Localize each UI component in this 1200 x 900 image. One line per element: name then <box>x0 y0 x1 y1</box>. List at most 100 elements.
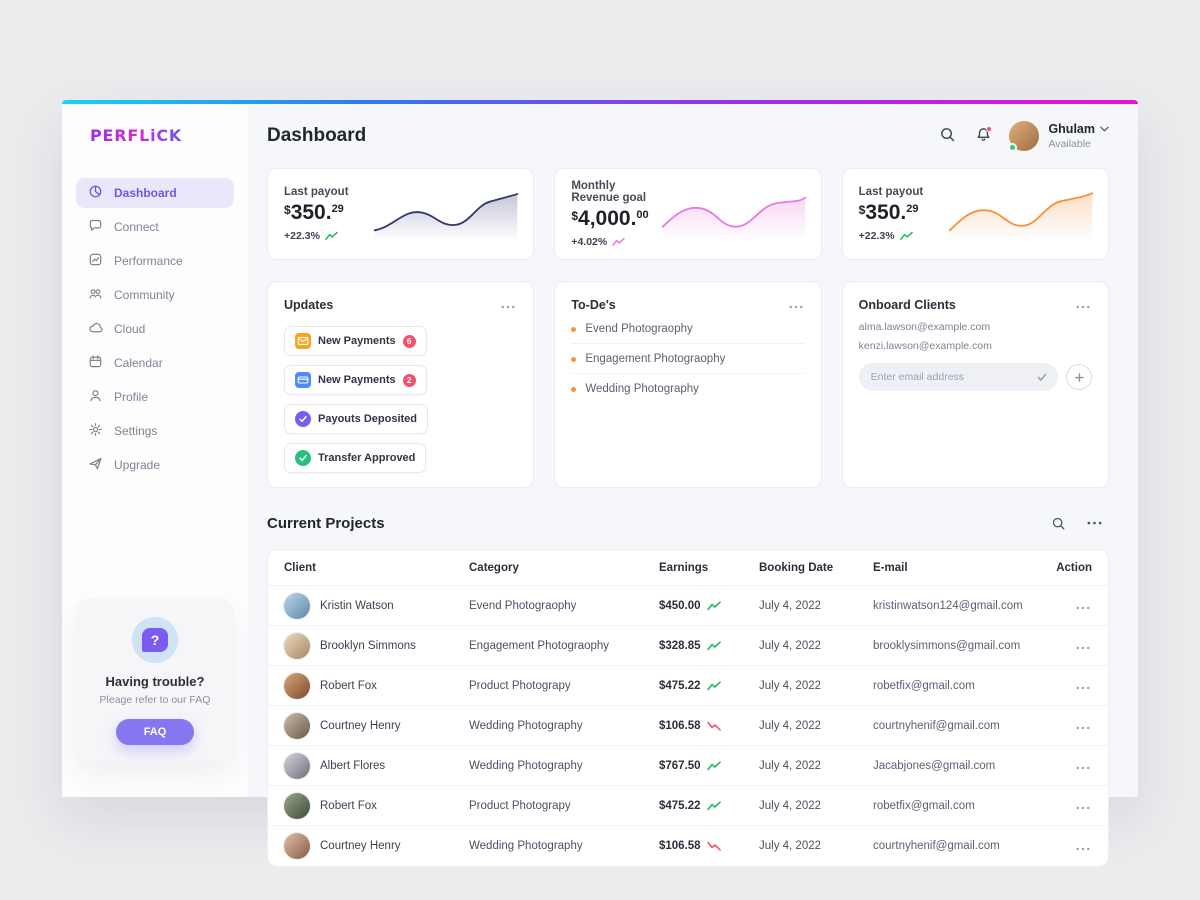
todo-item: Wedding Photography <box>571 374 804 403</box>
row-actions-button[interactable] <box>1074 796 1092 815</box>
avatar <box>284 792 310 819</box>
stat-label: Monthly Revenue goal <box>571 180 647 204</box>
help-subtitle: Pleage refer to our FAQ <box>99 694 211 706</box>
todos-title: To-De's <box>571 297 616 312</box>
chevron-down-icon <box>1100 126 1109 132</box>
search-button[interactable] <box>937 126 957 146</box>
trend-icon <box>707 801 721 811</box>
onboard-menu-button[interactable] <box>1074 295 1092 314</box>
row-actions-button[interactable] <box>1074 716 1092 735</box>
user-status: Available <box>1048 138 1091 150</box>
user-menu[interactable]: Ghulam Available <box>1008 121 1109 152</box>
seal-check-icon <box>295 411 311 427</box>
stat-delta: +22.3% <box>859 230 924 242</box>
sidebar-item-community[interactable]: Community <box>76 280 234 310</box>
main-header: Dashboard Ghulam Available <box>267 104 1109 168</box>
table-row: Courtney Henry Wedding Photography $106.… <box>268 826 1108 866</box>
cloud-icon <box>88 320 103 338</box>
projects-header: Current Projects <box>267 510 1107 536</box>
projects-menu-button[interactable] <box>1081 510 1107 536</box>
stat-delta: +4.02% <box>571 236 658 248</box>
row-actions-button[interactable] <box>1074 756 1092 775</box>
row-actions-button[interactable] <box>1074 676 1092 695</box>
sidebar-item-cloud[interactable]: Cloud <box>76 314 234 344</box>
check-circle-icon <box>295 450 311 466</box>
avatar <box>284 672 310 699</box>
stat-card-last-payout-2: Last payout $350.29 +22.3% <box>841 168 1109 260</box>
stat-label: Last payout <box>284 186 349 198</box>
table-row: Courtney Henry Wedding Photography $106.… <box>268 706 1108 746</box>
credit-card-icon <box>295 372 311 388</box>
online-status-dot <box>1008 143 1018 152</box>
sidebar-item-dashboard[interactable]: Dashboard <box>76 178 234 208</box>
row-actions-button[interactable] <box>1074 636 1092 655</box>
sidebar-item-connect[interactable]: Connect <box>76 212 234 242</box>
row-actions-button[interactable] <box>1074 837 1092 856</box>
faq-button[interactable]: FAQ <box>116 719 194 745</box>
chip-new-payments-card[interactable]: New Payments 2 <box>284 365 427 395</box>
sidebar-item-profile[interactable]: Profile <box>76 382 234 412</box>
sparkline-chart <box>661 196 806 242</box>
sidebar-item-upgrade[interactable]: Upgrade <box>76 450 234 480</box>
sparkline-chart <box>948 192 1094 242</box>
updates-card: Updates New Payments 6 New Payments 2 Payo… <box>267 281 535 488</box>
sidebar-item-calendar[interactable]: Calendar <box>76 348 234 378</box>
plus-icon <box>1074 372 1085 383</box>
ellipsis-icon <box>1087 521 1102 525</box>
chip-transfer-approved[interactable]: Transfer Approved <box>284 443 427 473</box>
avatar <box>1008 121 1040 152</box>
sidebar-item-label: Settings <box>114 424 158 438</box>
todo-item: Engagement Photograophy <box>571 344 805 374</box>
projects-search-button[interactable] <box>1045 510 1071 536</box>
trend-up-icon <box>325 231 338 241</box>
stat-cards-row: Last payout $350.29 +22.3% Monthly Reven… <box>267 168 1109 260</box>
confirm-email-button[interactable] <box>1034 369 1050 385</box>
chat-icon <box>88 218 103 236</box>
bullet-dot <box>571 386 577 392</box>
table-header-row: Client Category Earnings Booking Date E-… <box>268 550 1108 586</box>
trend-icon <box>707 841 721 851</box>
todos-menu-button[interactable] <box>787 295 805 314</box>
chart-icon <box>88 252 103 270</box>
trend-icon <box>707 681 721 691</box>
notifications-button[interactable] <box>973 126 993 146</box>
trend-icon <box>707 721 721 731</box>
todo-item: Evend Photograophy <box>571 314 805 344</box>
add-client-button[interactable] <box>1066 364 1092 390</box>
help-title: Having trouble? <box>105 674 205 689</box>
stat-value: $4,000.00 <box>571 207 649 230</box>
dashboard-icon <box>88 184 103 202</box>
updates-menu-button[interactable] <box>499 295 517 314</box>
sidebar-item-settings[interactable]: Settings <box>76 416 234 446</box>
chip-new-payments-mail[interactable]: New Payments 6 <box>284 326 427 356</box>
onboard-email: alma.lawson@example.com <box>858 321 991 333</box>
sidebar-menu: Dashboard Connect Performance Community … <box>62 166 248 484</box>
onboard-email: kenzi.lawson@example.com <box>858 340 992 352</box>
table-row: Albert Flores Wedding Photography $767.5… <box>268 746 1108 786</box>
email-input[interactable] <box>870 371 1034 383</box>
column-header: Category <box>469 561 519 574</box>
trend-icon <box>707 641 721 651</box>
ellipsis-icon <box>501 305 515 309</box>
onboard-clients-card: Onboard Clients alma.lawson@example.com … <box>841 281 1109 488</box>
row-actions-button[interactable] <box>1074 596 1092 615</box>
sidebar-item-label: Calendar <box>114 356 163 370</box>
help-card: ? Having trouble? Pleage refer to our FA… <box>76 599 234 761</box>
badge-count: 2 <box>402 373 416 387</box>
table-row: Kristin Watson Evend Photograophy $450.0… <box>268 586 1108 626</box>
trend-icon <box>707 601 721 611</box>
sidebar-item-label: Cloud <box>114 322 146 336</box>
stat-card-revenue-goal: Monthly Revenue goal $4,000.00 +4.02% <box>554 168 822 260</box>
ellipsis-icon <box>1076 646 1090 650</box>
trend-up-icon <box>612 237 625 247</box>
sidebar-item-label: Connect <box>114 220 159 234</box>
sidebar-item-performance[interactable]: Performance <box>76 246 234 276</box>
sidebar-item-label: Community <box>114 288 175 302</box>
ellipsis-icon <box>789 305 803 309</box>
avatar <box>284 592 310 619</box>
trend-icon <box>707 761 721 771</box>
ellipsis-icon <box>1076 686 1090 690</box>
stat-value: $350.29 <box>284 201 344 224</box>
trend-up-icon <box>900 231 913 241</box>
chip-payouts-deposited[interactable]: Payouts Deposited <box>284 404 429 434</box>
